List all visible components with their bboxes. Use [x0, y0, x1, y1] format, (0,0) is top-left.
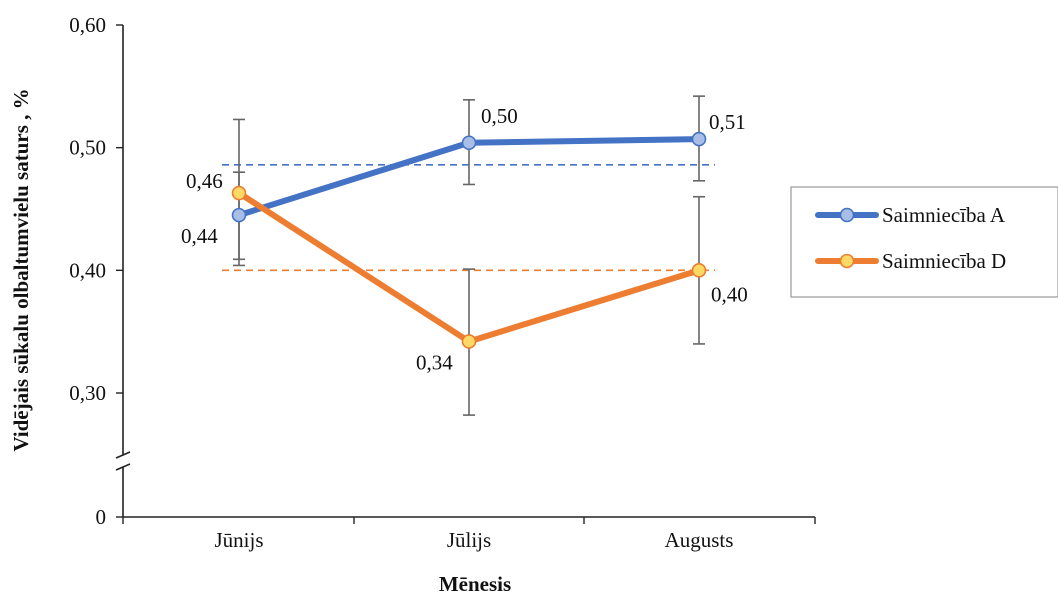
data-label: 0,40 — [711, 282, 748, 306]
data-point — [691, 263, 707, 278]
y-axis-title: Vidējais sūkalu olbaltumvielu saturs , % — [9, 88, 33, 451]
data-point — [231, 185, 247, 201]
series-points — [231, 131, 707, 349]
data-point — [461, 334, 477, 349]
data-point — [231, 207, 247, 223]
legend: Saimniecība A Saimniecība D — [790, 186, 1058, 298]
x-tick-label: Jūnijs — [214, 528, 263, 552]
x-axis-title: Mēnesis — [439, 572, 511, 596]
legend-swatch-marker — [839, 207, 855, 223]
axis-break-mark — [115, 451, 131, 459]
y-tick-label: 0 — [96, 505, 107, 529]
data-point — [691, 131, 707, 147]
legend-label: Saimniecība A — [882, 203, 1006, 227]
axes — [115, 25, 815, 518]
y-tick-label: 0,40 — [69, 258, 106, 282]
legend-label: Saimniecība D — [882, 249, 1006, 273]
data-label: 0,50 — [481, 104, 518, 128]
y-ticks: 0 0,30 0,40 0,50 0,60 — [69, 13, 123, 529]
axis-break-mark — [115, 463, 131, 471]
y-tick-label: 0,50 — [69, 136, 106, 160]
data-point — [461, 135, 477, 151]
data-label: 0,44 — [181, 224, 218, 248]
data-label: 0,34 — [416, 350, 453, 374]
legend-box — [790, 186, 1058, 298]
data-label: 0,51 — [709, 110, 746, 134]
x-ticks: Jūnijs Jūlijs Augusts — [122, 517, 816, 552]
y-tick-label: 0,30 — [69, 381, 106, 405]
data-label: 0,46 — [186, 169, 223, 193]
x-tick-label: Jūlijs — [447, 528, 491, 552]
legend-swatch-marker — [839, 253, 855, 269]
x-tick-label: Augusts — [665, 528, 734, 552]
y-tick-label: 0,60 — [69, 13, 106, 37]
data-labels: 0,44 0,50 0,51 0,46 0,34 0,40 — [181, 104, 748, 375]
